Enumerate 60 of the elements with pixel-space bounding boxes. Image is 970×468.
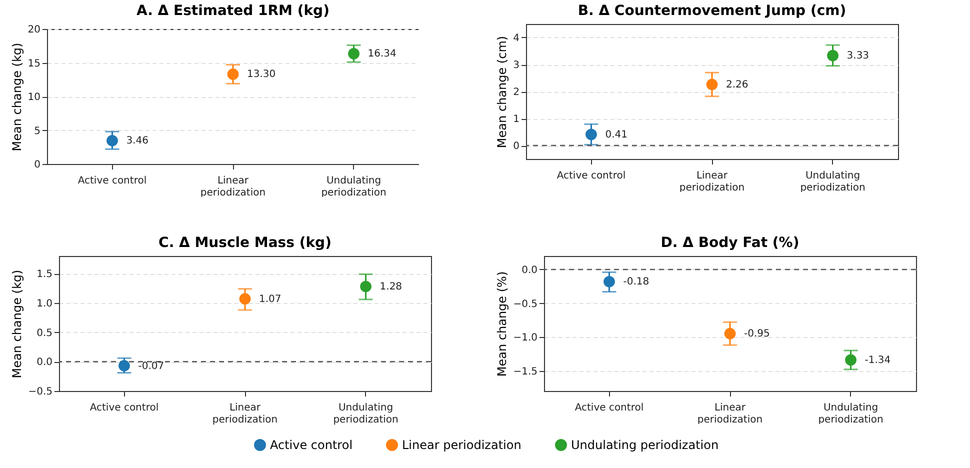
y-tick-label: −1.0 <box>513 332 538 344</box>
y-axis-title: Mean change (cm) <box>495 36 510 148</box>
x-tick-label: Active control <box>90 402 159 414</box>
point <box>604 276 615 288</box>
chart-title: D. Δ Body Fat (%) <box>660 235 800 251</box>
point <box>827 50 838 62</box>
data-label: 1.07 <box>259 294 282 305</box>
point <box>227 68 239 80</box>
data-label: -0.95 <box>744 328 770 340</box>
y-axis-title: Mean change (kg) <box>10 270 24 378</box>
y-tick-label: 4 <box>513 33 520 44</box>
x-tick-label: Active control <box>78 176 147 186</box>
y-tick-label: 10 <box>28 92 40 103</box>
data-label: -0.07 <box>138 360 164 372</box>
y-tick-label: −1.5 <box>513 366 538 378</box>
data-label: 3.33 <box>846 50 870 62</box>
x-tick-label: Undulating periodization <box>333 402 398 426</box>
y-tick-label: 5 <box>34 126 40 137</box>
data-label: 16.34 <box>368 48 396 60</box>
data-label: 13.30 <box>247 69 276 80</box>
y-axis-title: Mean change (kg) <box>10 42 24 152</box>
point <box>118 360 130 372</box>
y-tick-label: 0 <box>34 160 40 170</box>
data-label: -1.34 <box>864 354 891 366</box>
chart-title: B. Δ Countermovement Jump (cm) <box>578 3 846 19</box>
chart-title: A. Δ Estimated 1RM (kg) <box>136 3 330 19</box>
point <box>348 48 360 60</box>
y-tick-label: 0 <box>513 141 520 152</box>
y-tick-label: 0.0 <box>36 357 52 368</box>
x-tick-label: Linear periodization <box>212 402 278 426</box>
y-tick-label: 0.0 <box>522 265 538 276</box>
point <box>106 134 118 146</box>
data-label: 0.41 <box>605 129 628 140</box>
y-tick-label: 20 <box>28 24 40 36</box>
legend-label: Undulating periodization <box>571 438 719 452</box>
y-tick-label: 15 <box>28 58 40 70</box>
chart-title: C. Δ Muscle Mass (kg) <box>158 235 332 251</box>
point <box>360 280 372 292</box>
point <box>706 78 718 90</box>
legend-label: Active control <box>270 438 353 452</box>
point <box>239 293 251 305</box>
point <box>724 328 736 340</box>
y-tick-label: 0.5 <box>36 328 52 339</box>
y-tick-label: 3 <box>513 60 520 71</box>
y-tick-label: −0.5 <box>28 386 52 398</box>
point <box>845 354 856 366</box>
legend-label: Linear periodization <box>402 438 522 452</box>
data-label: -0.18 <box>623 276 650 288</box>
y-tick-label: 1 <box>513 114 520 125</box>
x-tick-label: Active control <box>556 170 626 182</box>
y-axis-title: Mean change (%) <box>495 271 510 377</box>
point <box>586 128 597 140</box>
y-tick-label: 2 <box>513 87 520 98</box>
y-tick-label: −0.5 <box>513 298 538 310</box>
y-tick-label: 1.0 <box>36 298 52 310</box>
data-label: 2.26 <box>726 79 748 90</box>
data-label: 3.46 <box>126 136 148 147</box>
y-tick-label: 1.5 <box>36 269 52 280</box>
x-tick-label: Active control <box>574 402 644 414</box>
data-label: 1.28 <box>380 282 402 293</box>
